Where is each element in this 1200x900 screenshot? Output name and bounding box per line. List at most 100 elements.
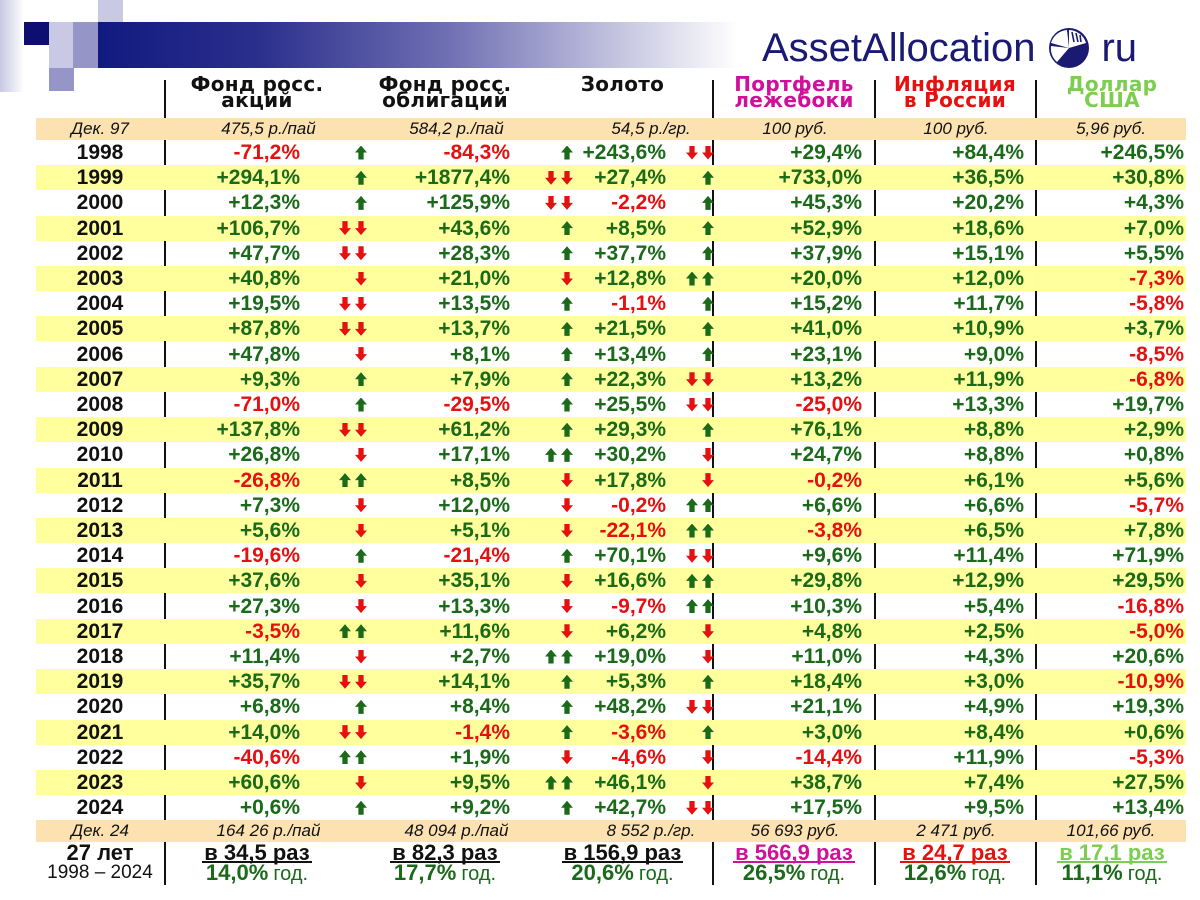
growth-multiple-text: в 156,9 раз bbox=[561, 840, 684, 865]
trend-arrows bbox=[307, 190, 367, 215]
return-value: -3,6% bbox=[611, 720, 666, 744]
header-lazy-portfolio: Портфель лежебоки bbox=[716, 74, 872, 110]
arrow-down-icon bbox=[355, 447, 367, 462]
arrow-up-icon bbox=[702, 170, 714, 185]
return-value: +9,2% bbox=[449, 796, 510, 820]
return-value: +8,8% bbox=[963, 418, 1024, 442]
price-value: 100 руб. bbox=[762, 119, 828, 138]
arrow-up-icon bbox=[561, 221, 573, 236]
arrow-down-icon bbox=[561, 195, 573, 210]
arrow-down-icon bbox=[355, 422, 367, 437]
trend-arrows bbox=[669, 644, 714, 669]
trend-arrows bbox=[669, 745, 714, 770]
arrow-up-icon bbox=[561, 422, 573, 437]
return-value: -1,4% bbox=[455, 720, 510, 744]
return-value: -2,2% bbox=[611, 191, 666, 215]
return-value: +6,6% bbox=[801, 493, 862, 517]
return-value: +60,6% bbox=[228, 771, 300, 794]
arrow-up-icon bbox=[686, 523, 698, 538]
return-value: +29,5% bbox=[1112, 569, 1184, 593]
trend-arrows bbox=[669, 367, 714, 392]
year-row: 2002 +47,7% +28,3% +37,7% +37,9% +15,1% +5,5% bbox=[36, 241, 1186, 266]
arrow-down-icon bbox=[561, 573, 573, 588]
return-value: -16,8% bbox=[1117, 594, 1184, 618]
return-value: +41,0% bbox=[790, 317, 862, 341]
return-value: +47,8% bbox=[228, 342, 300, 366]
return-value: +0,6% bbox=[1123, 720, 1184, 744]
year-label: 1999 bbox=[76, 166, 124, 190]
arrow-down-icon bbox=[561, 473, 573, 488]
return-value: +38,7% bbox=[790, 771, 862, 794]
header-line: акций bbox=[221, 88, 293, 112]
return-value: +14,1% bbox=[438, 670, 510, 694]
arrow-down-icon bbox=[702, 800, 714, 815]
trend-arrows bbox=[307, 442, 367, 467]
header-line: США bbox=[1084, 88, 1140, 112]
price-value: 8 552 р./гр. bbox=[606, 821, 696, 840]
trend-arrows bbox=[669, 392, 714, 417]
arrow-up-icon bbox=[561, 649, 573, 664]
arrow-up-icon bbox=[686, 271, 698, 286]
return-value: +12,0% bbox=[952, 267, 1024, 290]
annual-return: 20,6% год. bbox=[540, 862, 705, 886]
trend-arrows bbox=[307, 316, 367, 341]
arrow-up-icon bbox=[355, 750, 367, 765]
trend-arrows bbox=[307, 468, 367, 493]
year-label: 2006 bbox=[76, 342, 124, 366]
arrow-up-icon bbox=[702, 523, 714, 538]
return-value: +23,1% bbox=[790, 342, 862, 366]
year-row: 2010 +26,8% +17,1% +30,2% +24,7% +8,8% +0,8% bbox=[36, 442, 1186, 467]
arrow-up-icon bbox=[702, 725, 714, 740]
arrow-down-icon bbox=[339, 246, 351, 261]
trend-arrows bbox=[307, 291, 367, 316]
return-value: +37,9% bbox=[790, 241, 862, 265]
year-row: 2016 +27,3% +13,3% -9,7% +10,3% +5,4% -16,8% bbox=[36, 594, 1186, 619]
trend-arrows bbox=[513, 568, 573, 593]
annual-suffix: год. bbox=[461, 863, 497, 885]
trend-arrows bbox=[513, 493, 573, 518]
return-value: -5,8% bbox=[1129, 292, 1184, 316]
return-value: +2,5% bbox=[963, 619, 1024, 643]
trend-arrows bbox=[513, 518, 573, 543]
return-value: +0,8% bbox=[1123, 443, 1184, 467]
return-value: +11,7% bbox=[953, 292, 1024, 316]
return-value: +8,5% bbox=[605, 216, 666, 240]
return-value: +21,5% bbox=[594, 317, 666, 341]
return-value: +14,0% bbox=[228, 720, 300, 744]
arrow-up-icon bbox=[561, 145, 573, 160]
header-usd: Доллар США bbox=[1038, 74, 1186, 112]
growth-multiple-text: в 566,9 раз bbox=[733, 840, 855, 865]
arrow-down-icon bbox=[355, 775, 367, 790]
year-label: 2000 bbox=[76, 191, 124, 215]
return-value: +9,6% bbox=[801, 544, 862, 568]
year-label: 2024 bbox=[76, 796, 124, 820]
return-value: +24,7% bbox=[790, 443, 862, 467]
return-value: +13,3% bbox=[438, 594, 510, 618]
arrow-up-icon bbox=[355, 145, 367, 160]
arrow-up-icon bbox=[702, 271, 714, 286]
trend-arrows bbox=[669, 140, 714, 165]
return-value: +733,0% bbox=[778, 166, 863, 190]
trend-arrows bbox=[307, 342, 367, 367]
return-value: +243,6% bbox=[582, 141, 667, 164]
trend-arrows bbox=[669, 241, 714, 266]
return-value: -3,5% bbox=[245, 619, 300, 643]
year-row: 2003 +40,8% +21,0% +12,8% +20,0% +12,0% -7,3% bbox=[36, 266, 1186, 291]
return-value: +12,9% bbox=[952, 569, 1024, 593]
header-line: Инфляция bbox=[894, 72, 1016, 96]
return-value: -21,4% bbox=[443, 544, 510, 568]
trend-arrows bbox=[669, 543, 714, 568]
price-value: 164 26 р./пай bbox=[216, 821, 321, 840]
arrow-down-icon bbox=[355, 347, 367, 362]
arrow-up-icon bbox=[702, 422, 714, 437]
trend-arrows bbox=[669, 694, 714, 719]
return-value: +5,5% bbox=[1123, 241, 1184, 265]
return-value: +8,5% bbox=[449, 468, 510, 492]
annual-suffix: год. bbox=[273, 863, 309, 885]
return-value: +4,9% bbox=[963, 695, 1024, 719]
arrow-down-icon bbox=[561, 523, 573, 538]
trend-arrows bbox=[307, 216, 367, 241]
return-value: +20,6% bbox=[1112, 645, 1184, 668]
return-value: -10,9% bbox=[1117, 670, 1184, 694]
growth-multiple: в 566,9 раз bbox=[716, 840, 872, 865]
